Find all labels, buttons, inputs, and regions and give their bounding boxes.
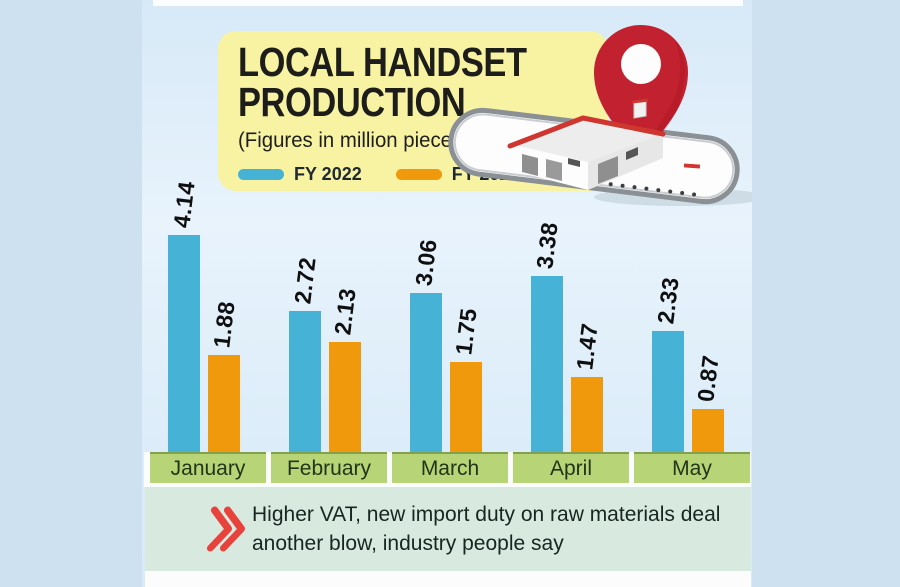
bar-value-label: 3.06	[410, 237, 442, 288]
bar-fy2023-april	[571, 377, 603, 455]
bar-value-label: 1.75	[450, 306, 482, 357]
bar-fy2022-february	[289, 311, 321, 455]
bar-value-label: 0.87	[692, 353, 724, 404]
chart-subtitle: (Figures in million pieces)	[238, 129, 469, 152]
month-label-text: May	[672, 456, 712, 480]
footer-note-line1: Higher VAT, new import duty on raw mater…	[252, 503, 721, 526]
month-label-text: March	[420, 456, 480, 480]
bar-value-label: 1.88	[208, 299, 240, 350]
legend-swatch-fy2022	[238, 169, 284, 180]
month-label-text: February	[286, 456, 372, 480]
month-group-february: 2.72 2.13 February	[271, 180, 387, 483]
legend-label-fy2022: FY 2022	[294, 164, 362, 184]
card-top-edge	[153, 0, 743, 6]
legend-item-fy2022: FY 2022	[238, 164, 362, 185]
bar-fy2022-may	[652, 331, 684, 455]
page-title-line1: LOCAL HANDSET	[238, 39, 527, 85]
footer-note-band: Higher VAT, new import duty on raw mater…	[145, 487, 751, 571]
legend-swatch-fy2023	[395, 169, 442, 180]
month-label-may: May	[634, 452, 750, 483]
phone-factory-pin-illustration	[448, 24, 752, 206]
bar-value-label: 4.14	[168, 179, 200, 230]
footer-note-line2: another blow, industry people say	[252, 532, 564, 555]
month-group-january: 4.14 1.88 January	[150, 180, 266, 483]
month-group-march: 3.06 1.75 March	[392, 180, 508, 483]
page-title-line2: PRODUCTION	[238, 79, 466, 125]
factory-icon	[507, 98, 701, 190]
month-label-april: April	[513, 452, 629, 483]
bar-value-label: 3.38	[531, 220, 563, 271]
bar-fy2023-january	[208, 355, 240, 455]
month-group-april: 3.38 1.47 April	[513, 180, 629, 483]
bar-fy2022-january	[168, 235, 200, 455]
double-chevron-icon	[207, 506, 245, 552]
bar-fy2023-february	[329, 342, 361, 455]
bar-fy2022-march	[410, 293, 442, 455]
bar-fy2023-may	[692, 409, 724, 455]
month-label-text: April	[549, 456, 592, 480]
month-label-march: March	[392, 452, 508, 483]
bar-value-label: 1.47	[571, 321, 603, 372]
screen-red-dash	[683, 163, 701, 169]
bar-fy2023-march	[450, 362, 482, 455]
speaker-dots	[608, 182, 697, 197]
bar-value-label: 2.13	[329, 286, 361, 337]
month-group-may: 2.33 0.87 May	[634, 180, 750, 483]
month-label-text: January	[170, 456, 246, 480]
month-label-january: January	[150, 452, 266, 483]
footer-note-text: Higher VAT, new import duty on raw mater…	[252, 500, 720, 558]
bar-value-label: 2.33	[652, 275, 684, 326]
card-bottom-edge	[145, 571, 751, 587]
bar-fy2022-april	[531, 276, 563, 455]
month-label-february: February	[271, 452, 387, 483]
bar-value-label: 2.72	[289, 255, 321, 306]
